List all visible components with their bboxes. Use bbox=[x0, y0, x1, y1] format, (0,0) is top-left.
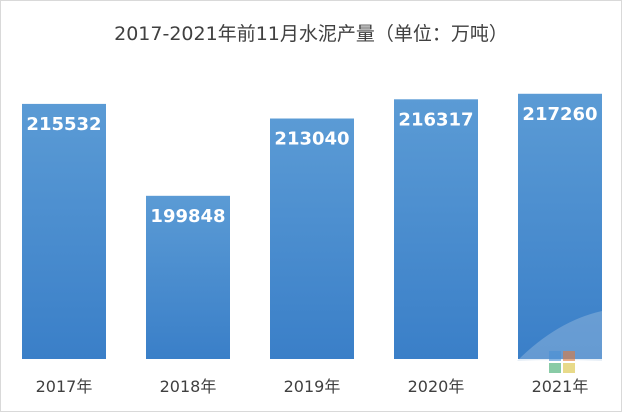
x-tick-labels-group: 2017年 2018年 2019年 2020年 2021年 bbox=[36, 377, 589, 396]
data-label-2017年: 215532 bbox=[26, 114, 101, 135]
bar-2019年 bbox=[270, 118, 354, 359]
chart-title: 2017-2021年前11月水泥产量（单位：万吨） bbox=[114, 23, 508, 45]
x-tick-label-2020年: 2020年 bbox=[408, 377, 465, 396]
watermark-logo bbox=[517, 311, 602, 373]
bar-2021年 bbox=[518, 93, 602, 359]
x-tick-label-2021年: 2021年 bbox=[532, 377, 589, 396]
bars-group bbox=[22, 93, 602, 360]
data-label-2018年: 199848 bbox=[150, 206, 225, 227]
data-label-2021年: 217260 bbox=[522, 104, 597, 125]
x-tick-label-2017年: 2017年 bbox=[36, 377, 93, 396]
x-tick-label-2019年: 2019年 bbox=[284, 377, 341, 396]
data-label-2020年: 216317 bbox=[398, 109, 473, 130]
bar-2018年 bbox=[146, 195, 230, 359]
bar-2020年 bbox=[394, 99, 478, 360]
data-label-2019年: 213040 bbox=[274, 129, 349, 150]
bar-2017年 bbox=[22, 103, 106, 359]
x-tick-label-2018年: 2018年 bbox=[160, 377, 217, 396]
data-labels-group: 215532 199848 213040 216317 217260 bbox=[26, 104, 597, 227]
